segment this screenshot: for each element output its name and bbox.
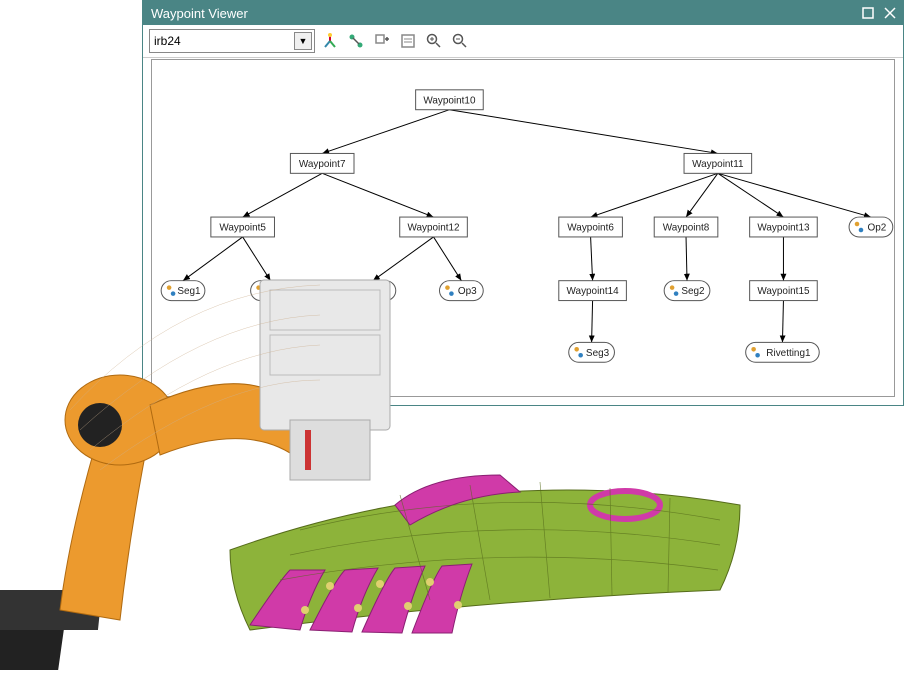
waypoint-viewer-window: Waypoint Viewer irb24 ▼	[142, 0, 904, 406]
svg-text:Waypoint10: Waypoint10	[423, 95, 476, 106]
tree-node-waypoint8[interactable]: Waypoint8	[654, 217, 718, 237]
svg-text:Op3: Op3	[458, 286, 477, 297]
tree-node-op3[interactable]: Op3	[439, 281, 483, 301]
svg-text:Seg3: Seg3	[586, 348, 610, 359]
svg-text:Waypoint5: Waypoint5	[219, 223, 266, 234]
workpiece-panel	[230, 475, 740, 633]
tree-node-oleaf[interactable]: O..	[251, 281, 291, 301]
svg-text:Waypoint7: Waypoint7	[299, 159, 346, 170]
svg-text:Seg1: Seg1	[177, 286, 201, 297]
zoom-in-icon[interactable]	[423, 30, 445, 52]
svg-text:O..: O..	[270, 286, 283, 297]
tree-node-waypoint5[interactable]: Waypoint5	[211, 217, 275, 237]
tree-node-op2[interactable]: Op2	[849, 217, 893, 237]
connect-icon[interactable]	[345, 30, 367, 52]
svg-text:Seg0: Seg0	[367, 286, 391, 297]
waypoint-tree: Waypoint10 Waypoint7 Waypoint11 Waypoint5 Wa…	[152, 60, 894, 396]
tree-node-waypoint6[interactable]: Waypoint6	[559, 217, 623, 237]
robot-dropdown[interactable]: irb24 ▼	[149, 29, 315, 53]
svg-text:Op2: Op2	[867, 223, 886, 234]
tree-node-seg3[interactable]: Seg3	[569, 342, 615, 362]
chevron-down-icon: ▼	[294, 32, 312, 50]
properties-icon[interactable]	[397, 30, 419, 52]
tree-node-waypoint11[interactable]: Waypoint11	[684, 153, 752, 173]
tree-node-waypoint13[interactable]: Waypoint13	[750, 217, 818, 237]
svg-text:Waypoint12: Waypoint12	[407, 223, 460, 234]
window-title: Waypoint Viewer	[151, 6, 855, 21]
zoom-out-icon[interactable]	[449, 30, 471, 52]
svg-text:Waypoint15: Waypoint15	[757, 286, 810, 297]
tree-canvas[interactable]: Waypoint10 Waypoint7 Waypoint11 Waypoint5 Wa…	[151, 59, 895, 397]
tree-view-icon[interactable]	[319, 30, 341, 52]
toolbar: irb24 ▼	[143, 25, 903, 58]
tree-node-waypoint12[interactable]: Waypoint12	[400, 217, 468, 237]
tree-node-waypoint15[interactable]: Waypoint15	[750, 281, 818, 301]
svg-text:Waypoint13: Waypoint13	[757, 223, 810, 234]
svg-text:Waypoint8: Waypoint8	[663, 223, 710, 234]
svg-text:Seg2: Seg2	[681, 286, 705, 297]
tree-node-waypoint14[interactable]: Waypoint14	[559, 281, 627, 301]
close-icon[interactable]	[881, 4, 899, 22]
robot-base	[0, 590, 102, 670]
tree-node-waypoint7[interactable]: Waypoint7	[290, 153, 354, 173]
svg-text:Rivetting1: Rivetting1	[766, 348, 811, 359]
svg-text:Waypoint11: Waypoint11	[692, 159, 744, 170]
svg-text:Waypoint6: Waypoint6	[567, 223, 614, 234]
svg-text:Waypoint14: Waypoint14	[567, 286, 620, 297]
robot-arm	[60, 375, 355, 620]
tree-node-seg1[interactable]: Seg1	[161, 281, 205, 301]
dropdown-value: irb24	[154, 34, 294, 48]
add-node-icon[interactable]	[371, 30, 393, 52]
titlebar: Waypoint Viewer	[143, 1, 903, 25]
tree-node-waypoint10[interactable]: Waypoint10	[416, 90, 484, 110]
tree-node-seg0[interactable]: Seg0	[350, 281, 396, 301]
tree-node-seg2[interactable]: Seg2	[664, 281, 710, 301]
maximize-icon[interactable]	[859, 4, 877, 22]
tree-node-rivetting1[interactable]: Rivetting1	[746, 342, 820, 362]
